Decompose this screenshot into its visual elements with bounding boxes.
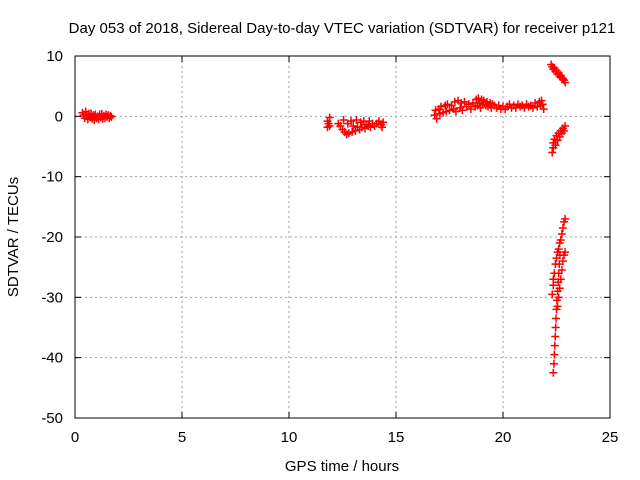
data-point bbox=[558, 223, 567, 232]
data-point bbox=[551, 323, 560, 332]
data-point bbox=[349, 121, 358, 130]
data-point bbox=[561, 78, 570, 87]
y-tick-label: -20 bbox=[41, 229, 63, 246]
data-point bbox=[561, 121, 570, 130]
data-points bbox=[78, 60, 570, 377]
data-point bbox=[379, 118, 388, 127]
data-point bbox=[436, 102, 445, 111]
y-tick-label: -40 bbox=[41, 350, 63, 367]
data-point bbox=[559, 126, 568, 135]
data-point bbox=[548, 148, 557, 157]
data-point bbox=[558, 257, 567, 266]
x-tick-label: 15 bbox=[388, 429, 405, 446]
y-tick-label: -30 bbox=[41, 289, 63, 306]
data-point bbox=[551, 332, 560, 341]
data-point bbox=[548, 290, 557, 299]
data-point bbox=[325, 121, 334, 130]
data-point bbox=[554, 293, 563, 302]
plot-frame bbox=[74, 55, 611, 419]
data-point bbox=[352, 115, 361, 124]
data-point bbox=[552, 314, 561, 323]
y-tick-label: -50 bbox=[41, 410, 63, 427]
data-point bbox=[550, 350, 559, 359]
y-axis-label: SDTVAR / TECUs bbox=[5, 177, 22, 297]
data-point bbox=[557, 229, 566, 238]
data-point bbox=[549, 368, 558, 377]
data-point bbox=[556, 236, 565, 245]
data-point bbox=[432, 114, 441, 123]
data-point bbox=[339, 115, 348, 124]
data-point bbox=[554, 245, 563, 254]
data-point bbox=[550, 341, 559, 350]
chart-title: Day 053 of 2018, Sidereal Day-to-day VTE… bbox=[69, 20, 616, 37]
data-point bbox=[464, 100, 473, 109]
y-tick-label: -10 bbox=[41, 169, 63, 186]
y-tick-label: 0 bbox=[55, 108, 63, 125]
x-tick-label: 20 bbox=[495, 429, 512, 446]
data-point bbox=[325, 113, 334, 122]
data-point bbox=[561, 248, 570, 257]
data-point bbox=[549, 359, 558, 368]
data-point bbox=[466, 105, 475, 114]
grid bbox=[75, 56, 610, 418]
x-tick-label: 25 bbox=[602, 429, 619, 446]
data-point bbox=[451, 107, 460, 116]
data-point bbox=[537, 96, 546, 105]
x-tick-label: 10 bbox=[281, 429, 298, 446]
data-point bbox=[378, 123, 387, 132]
data-point bbox=[555, 284, 564, 293]
data-point bbox=[528, 103, 537, 112]
data-point bbox=[538, 100, 547, 109]
data-point bbox=[561, 214, 570, 223]
data-point bbox=[549, 275, 558, 284]
x-tick-label: 5 bbox=[178, 429, 186, 446]
data-point bbox=[553, 302, 562, 311]
data-point bbox=[107, 112, 116, 121]
data-point bbox=[556, 275, 565, 284]
data-point bbox=[539, 105, 548, 114]
x-tick-label: 0 bbox=[71, 429, 79, 446]
data-point bbox=[460, 97, 469, 106]
x-axis-label: GPS time / hours bbox=[285, 458, 399, 475]
data-point bbox=[551, 141, 560, 150]
data-point bbox=[557, 266, 566, 275]
data-point bbox=[106, 111, 115, 120]
data-point bbox=[458, 106, 467, 115]
data-point bbox=[445, 106, 454, 115]
data-point bbox=[443, 100, 452, 109]
y-tick-label: 10 bbox=[46, 48, 63, 65]
data-point bbox=[347, 117, 356, 126]
